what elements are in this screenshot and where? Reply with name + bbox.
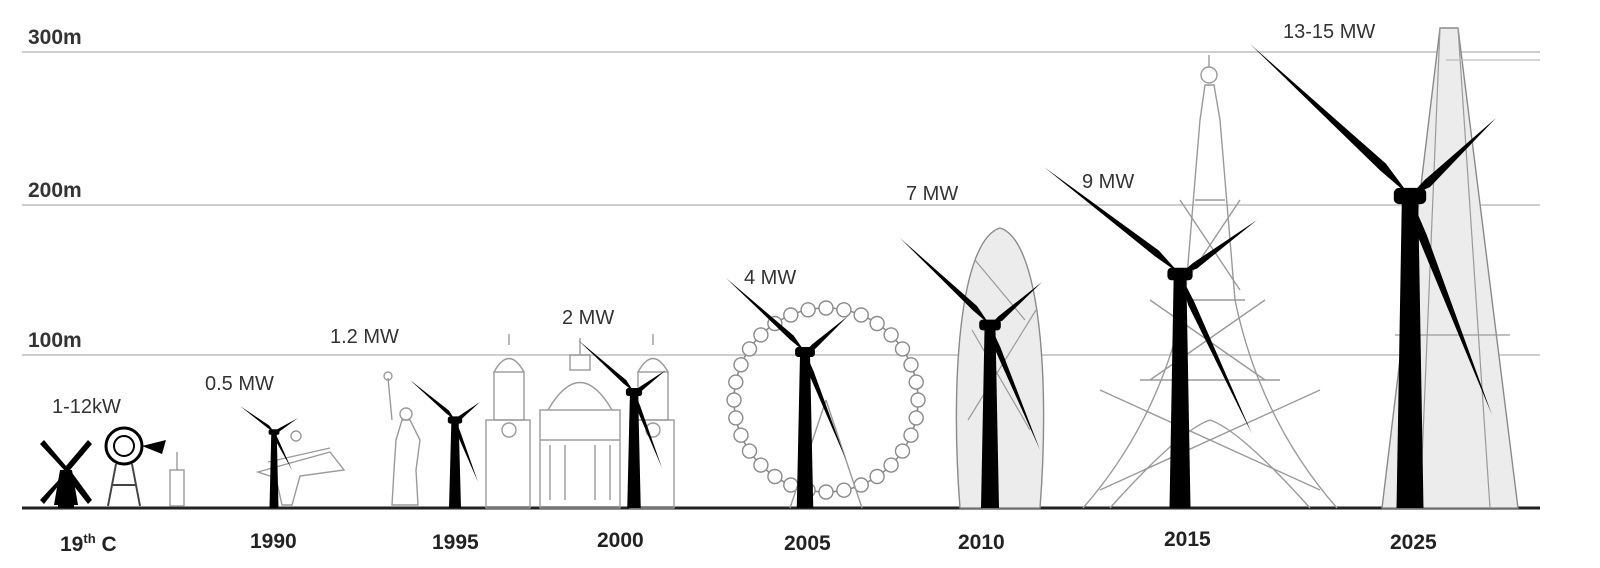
turbine-2025 bbox=[1250, 44, 1496, 508]
gherkin-tower-icon bbox=[955, 227, 1045, 509]
year-label-19th-c: 19th C bbox=[60, 531, 117, 556]
london-eye-pod bbox=[908, 410, 924, 426]
turbine-blade bbox=[240, 406, 274, 432]
turbine-blade bbox=[990, 282, 1042, 325]
year-label-1995: 1995 bbox=[432, 531, 479, 554]
london-eye-pod bbox=[869, 468, 885, 485]
turbine-tower bbox=[1396, 196, 1424, 508]
london-eye-pod bbox=[741, 341, 758, 357]
turbine-blade bbox=[1410, 196, 1492, 415]
power-label-2005: 4 MW bbox=[744, 267, 796, 289]
london-eye-pod bbox=[726, 392, 742, 408]
london-eye-pod bbox=[753, 457, 769, 473]
turbine-tower bbox=[269, 432, 279, 508]
power-label-2015: 9 MW bbox=[1082, 171, 1134, 193]
london-eye-pod bbox=[853, 307, 869, 323]
turbine-blade bbox=[990, 325, 1040, 450]
st-pauls-cathedral-icon bbox=[485, 334, 675, 509]
power-label-1990: 0.5 MW bbox=[205, 373, 274, 395]
london-eye-pod bbox=[728, 374, 744, 390]
london-eye-pod bbox=[903, 357, 919, 373]
turbine-tower bbox=[981, 325, 999, 508]
power-label-1995: 1.2 MW bbox=[330, 326, 399, 348]
turbine-blade bbox=[634, 392, 662, 468]
power-label-2000: 2 MW bbox=[562, 307, 614, 329]
turbine-2005 bbox=[726, 278, 848, 508]
london-eye-pod bbox=[783, 307, 799, 323]
turbine-blade bbox=[578, 340, 634, 392]
windmill-icon bbox=[40, 440, 92, 508]
london-eye-pod bbox=[869, 315, 885, 332]
london-eye-pod bbox=[894, 443, 911, 459]
scale-label-100m: 100m bbox=[28, 329, 82, 352]
turbine-group bbox=[240, 44, 1496, 508]
turbine-tower bbox=[796, 352, 814, 508]
london-eye-pod bbox=[883, 457, 899, 473]
london-eye-pod bbox=[818, 484, 834, 500]
turbine-blade bbox=[1044, 167, 1180, 274]
scale-label-300m: 300m bbox=[28, 26, 82, 49]
windpump-icon bbox=[104, 426, 166, 507]
turbine-2000 bbox=[578, 340, 666, 508]
london-eye-icon bbox=[726, 300, 926, 509]
power-label-2025: 13-15 MW bbox=[1283, 21, 1375, 43]
year-label-2010: 2010 bbox=[958, 531, 1005, 554]
turbine-blade bbox=[634, 370, 666, 392]
turbine-blade bbox=[1410, 118, 1496, 196]
turbine-blade bbox=[1180, 274, 1252, 434]
turbine-blade bbox=[805, 352, 846, 460]
london-eye-pod bbox=[818, 300, 834, 316]
london-eye-pod bbox=[903, 427, 919, 443]
turbine-blade bbox=[274, 418, 298, 432]
turbine-2010 bbox=[900, 238, 1042, 508]
london-eye-pod bbox=[728, 410, 744, 426]
london-eye-pod bbox=[733, 427, 749, 443]
london-eye-pod bbox=[741, 443, 758, 459]
year-label-2000: 2000 bbox=[597, 529, 644, 552]
turbine-blade bbox=[274, 432, 292, 470]
london-eye-pod bbox=[910, 392, 926, 408]
london-eye-pod bbox=[908, 374, 924, 390]
london-eye-pod bbox=[753, 327, 769, 343]
turbine-tower bbox=[627, 392, 641, 508]
london-eye-pod bbox=[836, 482, 852, 498]
london-eye-pod bbox=[800, 302, 816, 318]
year-label-2025: 2025 bbox=[1390, 531, 1437, 554]
turbine-2015 bbox=[1044, 167, 1257, 508]
turbine-blade bbox=[1180, 220, 1257, 274]
turbine-1995 bbox=[410, 380, 480, 508]
london-eye-pod bbox=[883, 327, 899, 343]
statue-of-liberty-icon bbox=[383, 371, 421, 506]
london-eye-pod bbox=[894, 341, 911, 357]
year-label-1990: 1990 bbox=[250, 530, 297, 553]
turbine-blade bbox=[726, 278, 805, 352]
scale-label-200m: 200m bbox=[28, 179, 82, 202]
small-statue-icon bbox=[169, 452, 185, 507]
london-eye-pod bbox=[836, 302, 852, 318]
turbine-blade bbox=[1250, 44, 1410, 196]
eiffel-tower-icon bbox=[1082, 55, 1338, 509]
power-label-19th-c: 1-12kW bbox=[52, 396, 121, 418]
turbine-blade bbox=[455, 402, 480, 420]
turbine-blade bbox=[805, 316, 848, 352]
year-label-2005: 2005 bbox=[784, 532, 831, 555]
turbine-blade bbox=[410, 380, 455, 420]
turbine-blade bbox=[900, 238, 990, 325]
london-eye-pod bbox=[767, 468, 783, 485]
turbine-tower bbox=[449, 420, 461, 508]
turbine-blade bbox=[455, 420, 478, 482]
turbine-tower bbox=[1169, 274, 1191, 508]
year-label-2015: 2015 bbox=[1164, 528, 1211, 551]
london-eye-pod bbox=[733, 357, 749, 373]
power-label-2010: 7 MW bbox=[906, 183, 958, 205]
turbine-1990 bbox=[240, 406, 298, 508]
